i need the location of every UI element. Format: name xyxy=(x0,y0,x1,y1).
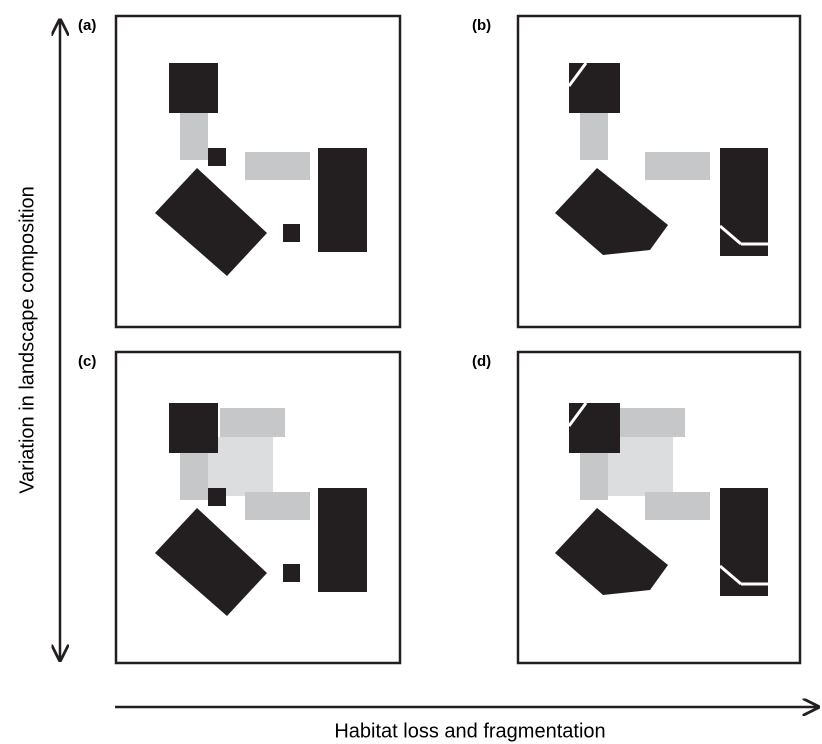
panel-d: (d) xyxy=(472,350,802,665)
panel-label: (d) xyxy=(472,353,491,370)
panel-label: (b) xyxy=(472,17,491,34)
panel-a: (a) xyxy=(78,14,402,329)
panel-label: (c) xyxy=(78,353,96,370)
x-axis-label: Habitat loss and fragmentation xyxy=(334,720,605,742)
panel-c: (c) xyxy=(78,350,402,665)
panel-label: (a) xyxy=(78,17,96,34)
y-axis-label: Variation in landscape composition xyxy=(16,186,38,494)
panel-b: (b) xyxy=(472,14,802,329)
